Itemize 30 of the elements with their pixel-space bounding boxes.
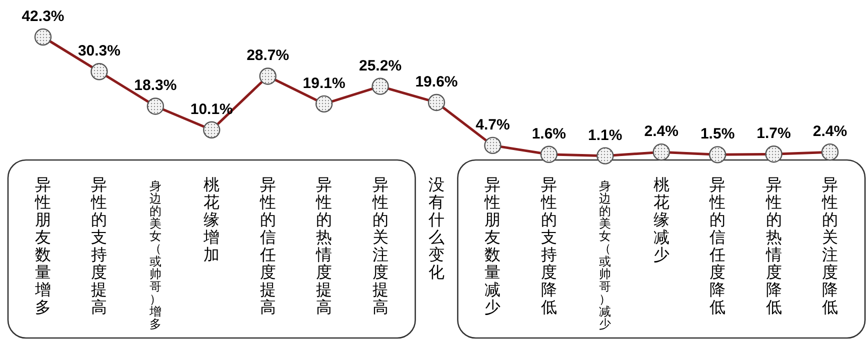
- data-label: 1.1%: [588, 126, 622, 144]
- category-label: 身边的美女（或帅哥）增多: [149, 179, 162, 331]
- data-label: 30.3%: [78, 42, 120, 60]
- data-label: 4.7%: [476, 116, 510, 134]
- data-label: 25.2%: [359, 57, 402, 74]
- data-label: 1.5%: [700, 126, 735, 143]
- data-label: 2.4%: [812, 123, 848, 140]
- x-tick-label: 异性朋友数量减少: [484, 175, 501, 316]
- data-label: 10.1%: [190, 100, 233, 118]
- data-label: 19.1%: [302, 74, 346, 92]
- x-tick-label: 异性的信任度提高: [258, 175, 276, 316]
- x-tick-label: 桃花缘减少: [653, 175, 670, 264]
- x-tick-label: 异性朋友数量增多: [34, 175, 51, 316]
- x-tick-label: 异性的关注度提高: [371, 175, 388, 316]
- data-label: 1.7%: [756, 125, 791, 142]
- x-tick-label: 异性的支持度提高: [90, 175, 108, 316]
- x-tick-label: 异性的信任度降低: [708, 175, 726, 316]
- x-tick-label: 异性的关注度降低: [821, 175, 838, 316]
- data-label: 42.3%: [22, 8, 64, 25]
- data-label: 28.7%: [246, 47, 290, 64]
- data-label: 1.6%: [532, 125, 566, 142]
- x-tick-label: 异性的热情度提高: [315, 175, 332, 316]
- category-label: 身边的美女（或帅哥）减少: [599, 179, 612, 331]
- x-tick-label: 桃花缘增加: [202, 175, 220, 264]
- data-label: 18.3%: [134, 77, 177, 94]
- data-label: 2.4%: [644, 123, 678, 140]
- x-tick-label: 异性的热情度降低: [764, 175, 782, 316]
- data-label: 19.6%: [415, 73, 458, 90]
- x-tick-label: 异性的支持度降低: [540, 175, 557, 316]
- x-tick-label: 没有什么变化: [428, 175, 444, 282]
